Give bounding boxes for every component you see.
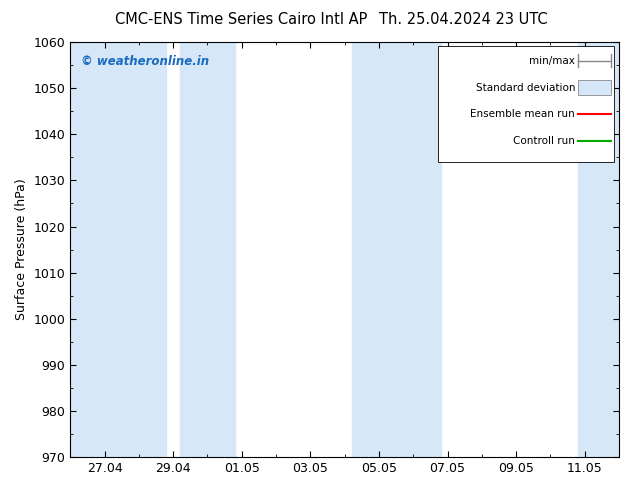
Bar <box>180 42 235 457</box>
Text: CMC-ENS Time Series Cairo Intl AP: CMC-ENS Time Series Cairo Intl AP <box>115 12 367 27</box>
Text: Standard deviation: Standard deviation <box>476 82 575 93</box>
Bar <box>70 42 166 457</box>
Text: Ensemble mean run: Ensemble mean run <box>470 109 575 120</box>
Y-axis label: Surface Pressure (hPa): Surface Pressure (hPa) <box>15 179 28 320</box>
Bar <box>578 42 619 457</box>
Text: Th. 25.04.2024 23 UTC: Th. 25.04.2024 23 UTC <box>378 12 547 27</box>
FancyBboxPatch shape <box>578 80 611 95</box>
Text: Controll run: Controll run <box>514 136 575 147</box>
Text: min/max: min/max <box>529 55 575 66</box>
Text: © weatheronline.in: © weatheronline.in <box>81 54 209 68</box>
Bar <box>351 42 441 457</box>
FancyBboxPatch shape <box>438 46 614 162</box>
